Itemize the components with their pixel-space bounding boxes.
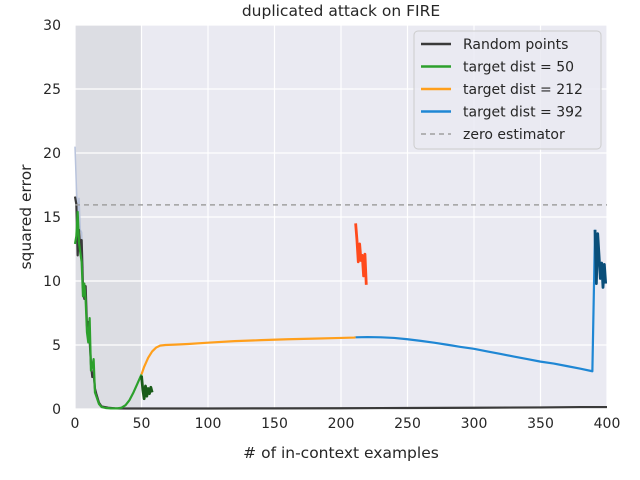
legend-label: target dist = 212: [463, 82, 583, 98]
x-tick-label: 250: [394, 416, 421, 432]
chart-title: duplicated attack on FIRE: [242, 2, 440, 20]
x-tick-label: 300: [461, 416, 488, 432]
series-line: [355, 229, 597, 373]
series-line: [73, 210, 143, 410]
noise-series-line: [74, 146, 84, 269]
x-tick-label: 400: [594, 416, 621, 432]
attack-series-line: [593, 229, 608, 289]
y-tick-label: 30: [43, 18, 61, 34]
x-tick-label: 100: [195, 416, 222, 432]
legend-label: zero estimator: [463, 127, 565, 143]
legend-label: target dist = 392: [463, 105, 583, 121]
y-tick-label: 0: [52, 402, 61, 418]
x-tick-label: 50: [133, 416, 151, 432]
x-tick-label: 0: [71, 416, 80, 432]
y-tick-label: 10: [43, 274, 61, 290]
y-axis-label: squared error: [17, 164, 35, 270]
series-line: [140, 336, 356, 375]
legend-label: target dist = 50: [463, 60, 574, 76]
y-tick-label: 20: [43, 146, 61, 162]
legend-box: [413, 30, 602, 150]
y-tick-label: 5: [52, 338, 61, 354]
attack-series-line: [140, 375, 154, 401]
y-tick-label: 25: [43, 82, 61, 98]
x-tick-label: 150: [261, 416, 288, 432]
legend: Random points target dist = 50 target dist…: [413, 30, 602, 150]
legend-label: Random points: [463, 37, 568, 53]
x-tick-label: 350: [527, 416, 554, 432]
x-axis-label: # of in-context examples: [243, 444, 439, 462]
y-tick-label: 15: [43, 210, 61, 226]
x-tick-label: 200: [328, 416, 355, 432]
attack-series-line: [354, 223, 368, 285]
